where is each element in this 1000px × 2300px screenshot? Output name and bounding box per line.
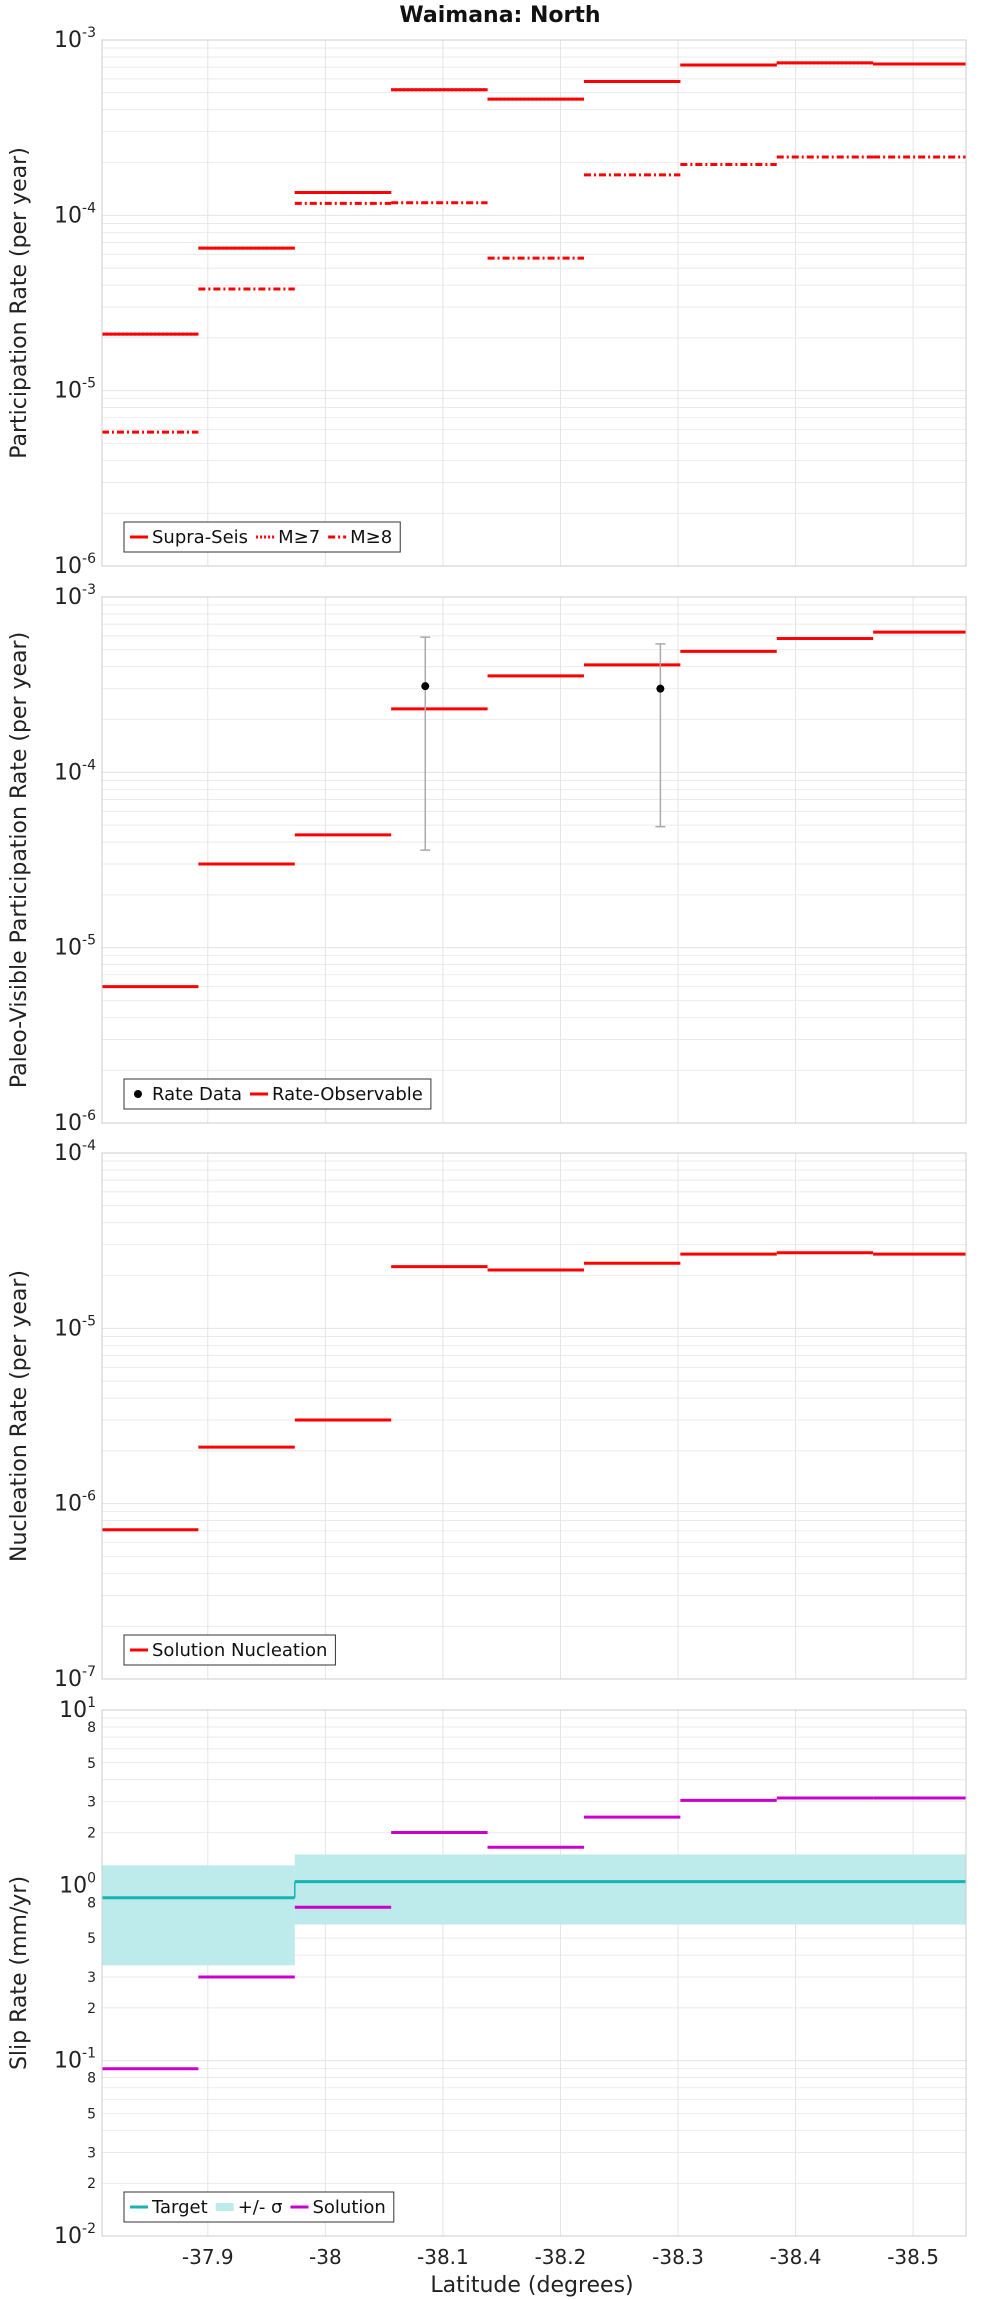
x-tick-label: -38.1 [417,2245,469,2269]
plot-frame [101,1152,967,1680]
x-tick-label: -38 [309,2245,342,2269]
legend-label: Supra-Seis [152,527,248,548]
plot-frame [101,1709,967,2237]
y-minor-tick-label: 5 [87,1931,96,1947]
y-ticks: 10-7 10-6 10-5 10-4 [54,1138,96,1692]
legend-label: Target [151,2197,208,2218]
legend: Supra-Seis M≥7 M≥8 [123,521,401,553]
y-tick-label: 10-2 [54,2221,96,2249]
chart-panel-2: 10-6 10-5 10-4 10-3 Paleo-Visible Participat… [7,582,967,1136]
y-minor-tick-label: 2 [87,2176,96,2192]
y-tick-label: 10-5 [54,933,96,961]
legend-box [123,1078,432,1110]
y-tick-label: 10-5 [54,376,96,404]
legend-swatch [215,2203,234,2211]
x-tick-label: -37.9 [182,2245,234,2269]
figure-title: Waimana: North [399,3,600,28]
y-minor-tick-label: 3 [87,2145,96,2161]
y-tick-label: 10-1 [54,2046,96,2074]
y-minor-tick-label: 5 [87,1756,96,1772]
y-minor-tick-label: 3 [87,1970,96,1986]
y-tick-label: 10-4 [54,1138,96,1166]
y-ticks: 10-6 10-5 10-4 10-3 [54,582,96,1136]
grid [102,40,966,567]
y-axis-label: Participation Rate (per year) [7,147,32,459]
sigma-band [102,1865,295,1966]
x-tick-label: -38.4 [770,2245,822,2269]
y-minor-tick-label: 8 [87,1895,96,1911]
y-ticks: 10-6 10-5 10-4 10-3 [54,25,96,579]
chart-panel-3: 10-7 10-6 10-5 10-4 Nucleation Rate (per yea… [7,1138,967,1692]
y-tick-label: 10-4 [54,200,96,228]
grid [102,597,966,1124]
legend: Solution Nucleation [123,1634,336,1666]
legend-label: Solution Nucleation [152,1640,327,1661]
legend-swatch [134,1090,142,1098]
y-minor-tick-label: 2 [87,1826,96,1842]
legend-label: Rate Data [152,1084,242,1105]
y-tick-label: 10-6 [54,551,96,579]
y-minor-tick-label: 2 [87,2001,96,2017]
rate-data-point [421,682,430,691]
legend: Rate Data Rate-Observable [123,1078,432,1110]
y-tick-label: 101 [59,1695,96,1723]
legend-label: Solution [312,2197,385,2218]
legend-label: M≥7 [278,527,320,548]
legend-box [123,2191,395,2223]
y-minor-tick-label: 8 [87,1720,96,1736]
grid [102,1153,966,1680]
plot-frame [101,596,967,1124]
y-tick-label: 10-6 [54,1108,96,1136]
plot-frame [101,39,967,567]
legend: Target +/- σ Solution [123,2191,395,2223]
chart-panel-1: 10-6 10-5 10-4 10-3 Participation Rate (per … [7,25,967,579]
y-tick-label: 10-3 [54,582,96,610]
y-axis-label: Slip Rate (mm/yr) [7,1876,32,2070]
legend-label: +/- σ [238,2197,283,2218]
y-axis-label: Paleo-Visible Participation Rate (per ye… [7,632,32,1088]
legend-box [123,521,401,553]
legend-box [123,1634,336,1666]
y-tick-label: 10-5 [54,1313,96,1341]
sigma-band [294,1854,966,1925]
x-tick-label: -38.3 [652,2245,704,2269]
legend-label: Rate-Observable [272,1084,423,1105]
y-tick-label: 10-7 [54,1664,96,1692]
rate-data-point [656,684,665,693]
y-tick-label: 10-6 [54,1489,96,1517]
x-tick-label: -38.2 [535,2245,587,2269]
x-tick-label: -38.5 [887,2245,939,2269]
y-minor-tick-label: 8 [87,2071,96,2087]
y-minor-tick-label: 3 [87,1795,96,1811]
y-minor-tick-label: 5 [87,2106,96,2122]
y-axis-label: Nucleation Rate (per year) [7,1270,32,1562]
y-tick-label: 10-4 [54,757,96,785]
legend-label: M≥8 [350,527,392,548]
y-tick-label: 10-3 [54,25,96,53]
x-ticks: -37.9 -38 -38.1 -38.2 -38.3 -38.4 -38.5 [182,2245,939,2269]
grid [102,1710,966,2237]
x-axis-label: Latitude (degrees) [430,2273,633,2298]
y-tick-label: 100 [59,1870,96,1898]
panels: 10-6 10-5 10-4 10-3 Participation Rate (per … [7,25,967,2269]
